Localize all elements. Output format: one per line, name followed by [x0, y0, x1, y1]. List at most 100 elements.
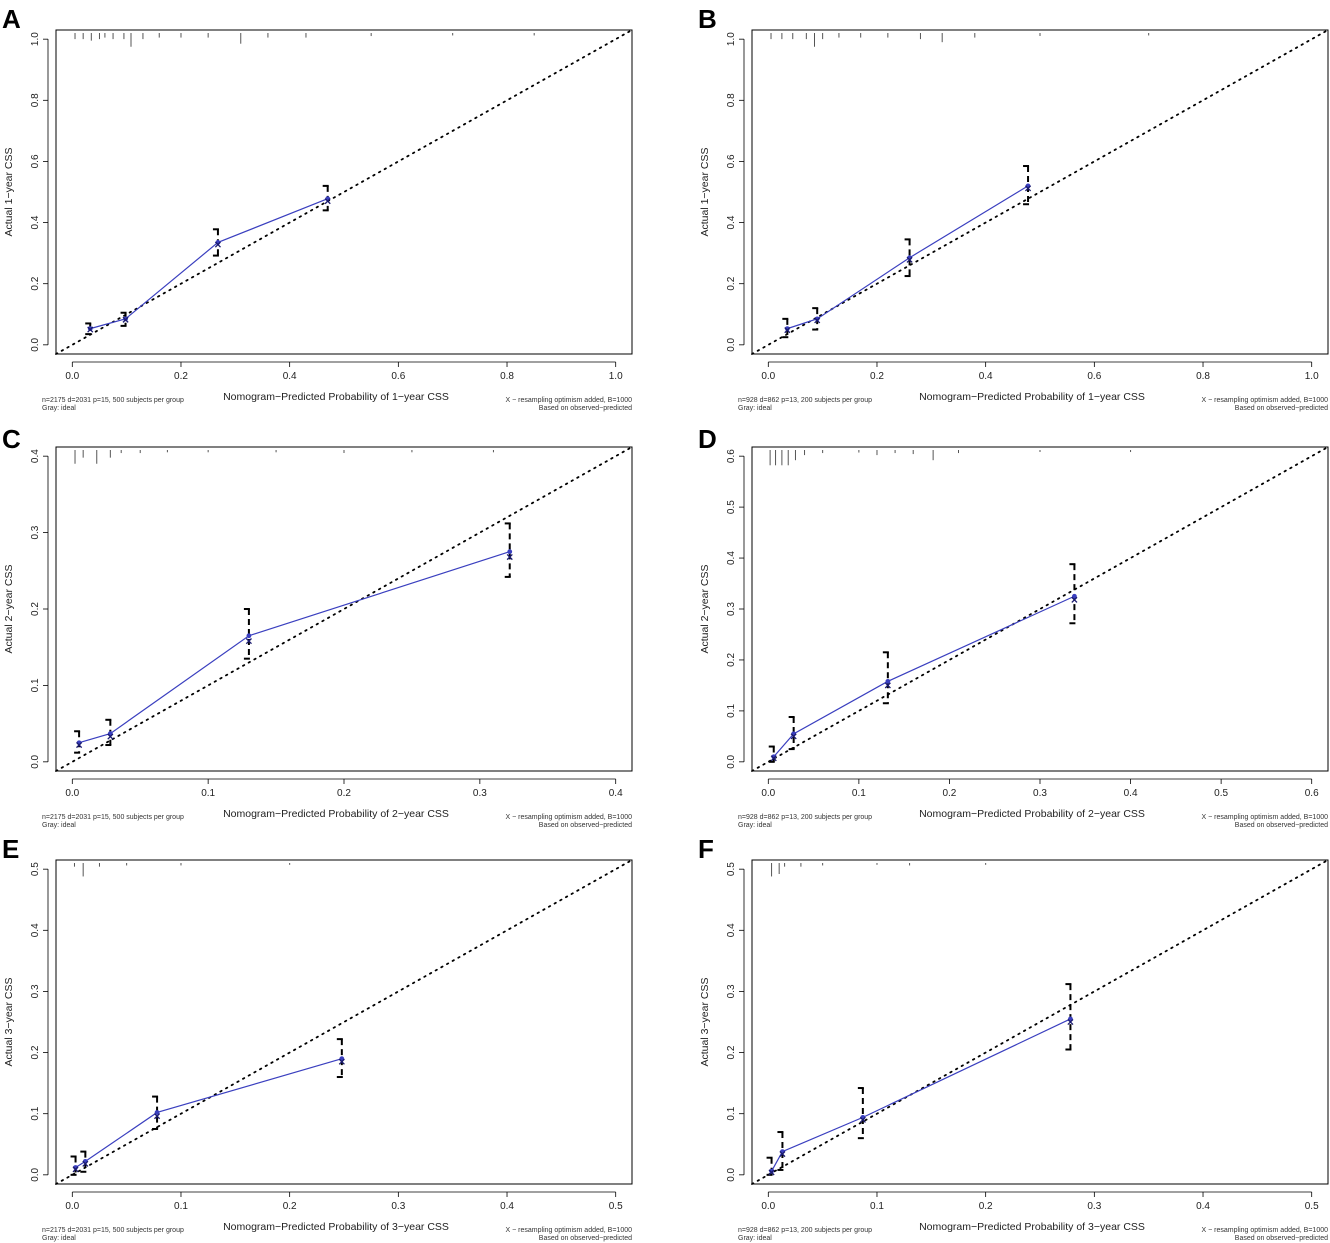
bias-corrected-x-marker — [214, 241, 221, 248]
y-axis-title: Actual 1−year CSS — [699, 147, 711, 236]
plot-frame — [55, 29, 633, 355]
x-tick-label: 0.1 — [201, 788, 215, 799]
bias-corrected-x-marker — [790, 733, 797, 740]
x-tick-label: 0.5 — [609, 1201, 623, 1212]
note-left: Gray: ideal — [738, 822, 772, 829]
x-tick-label: 0.4 — [1124, 788, 1138, 799]
note-right: Based on observed−predicted — [539, 1235, 632, 1242]
x-axis-title: Nomogram−Predicted Probability of 1−year… — [919, 391, 1145, 403]
x-axis-title: Nomogram−Predicted Probability of 3−year… — [919, 1221, 1145, 1233]
apparent-calibration-line — [75, 1058, 342, 1169]
apparent-point — [154, 1110, 160, 1115]
ideal-line — [751, 859, 1329, 1185]
note-left: n=928 d=862 p=13, 200 subjects per group — [738, 814, 872, 821]
apparent-point — [246, 633, 252, 639]
bias-corrected-x-marker — [245, 638, 252, 645]
ideal-line — [55, 446, 633, 772]
bias-corrected-x-marker — [87, 326, 94, 333]
note-left: n=2175 d=2031 p=15, 500 subjects per gro… — [42, 1227, 184, 1234]
x-tick-label: 0.6 — [1305, 788, 1319, 799]
plot-frame — [55, 859, 633, 1185]
x-tick-label: 0.0 — [761, 788, 775, 799]
x-axis-title: Nomogram−Predicted Probability of 2−year… — [223, 808, 449, 820]
y-tick-label: 0.6 — [726, 154, 737, 168]
note-left: Gray: ideal — [738, 405, 772, 412]
y-tick-label: 0.5 — [726, 500, 737, 514]
x-tick-label: 0.0 — [761, 371, 775, 382]
bias-corrected-x-marker — [122, 316, 129, 323]
x-tick-label: 0.0 — [761, 1201, 775, 1212]
y-axis-title: Actual 3−year CSS — [699, 977, 711, 1066]
apparent-point — [885, 678, 891, 684]
y-tick-label: 0.0 — [726, 1167, 737, 1181]
note-right: X − resampling optimism added, B=1000 — [1202, 397, 1329, 404]
panel-label: B — [698, 4, 717, 34]
note-left: n=928 d=862 p=13, 200 subjects per group — [738, 397, 872, 404]
panel-label: A — [2, 4, 21, 34]
bias-corrected-x-marker — [770, 755, 777, 762]
y-axis-title: Actual 2−year CSS — [3, 564, 15, 653]
plot-frame — [751, 29, 1329, 355]
y-tick-label: 0.1 — [30, 678, 41, 692]
y-tick-label: 0.1 — [726, 1106, 737, 1120]
x-axis-title: Nomogram−Predicted Probability of 3−year… — [223, 1221, 449, 1233]
x-axis-title: Nomogram−Predicted Probability of 1−year… — [223, 391, 449, 403]
x-tick-label: 0.2 — [870, 371, 884, 382]
x-tick-label: 0.8 — [1196, 371, 1210, 382]
y-tick-label: 0.0 — [30, 1167, 41, 1181]
note-left: n=2175 d=2031 p=15, 500 subjects per gro… — [42, 814, 184, 821]
note-right: Based on observed−predicted — [1235, 1235, 1328, 1242]
y-tick-label: 0.4 — [726, 215, 737, 229]
plot-frame — [55, 446, 633, 772]
y-tick-label: 0.5 — [726, 862, 737, 876]
y-tick-label: 0.2 — [726, 1045, 737, 1059]
panel-label: E — [2, 834, 19, 864]
y-tick-label: 0.3 — [726, 602, 737, 616]
bias-corrected-x-marker — [768, 1169, 775, 1176]
y-tick-label: 0.0 — [30, 337, 41, 351]
x-tick-label: 0.0 — [65, 371, 79, 382]
x-tick-label: 0.2 — [174, 371, 188, 382]
y-tick-label: 0.8 — [30, 93, 41, 107]
y-tick-label: 0.3 — [30, 984, 41, 998]
note-left: Gray: ideal — [42, 822, 76, 829]
bias-corrected-x-marker — [324, 198, 331, 205]
x-tick-label: 0.1 — [174, 1201, 188, 1212]
y-tick-label: 0.3 — [726, 984, 737, 998]
x-tick-label: 0.3 — [473, 788, 487, 799]
calibration-panel-b: B 0.0 0.2 0.4 0.6 0.8 1.0 0.0 0.2 0.4 0.6 0.8 1.0 Nom… — [698, 4, 1329, 412]
note-right: X − resampling optimism added, B=1000 — [1202, 814, 1329, 821]
bias-corrected-x-marker — [1024, 185, 1032, 192]
bias-corrected-x-marker — [154, 1113, 161, 1120]
bias-corrected-x-marker — [338, 1058, 345, 1065]
x-tick-label: 0.0 — [65, 788, 79, 799]
x-tick-label: 0.2 — [337, 788, 351, 799]
note-right: X − resampling optimism added, B=1000 — [506, 397, 633, 404]
y-tick-label: 0.4 — [30, 923, 41, 937]
y-tick-label: 0.0 — [30, 754, 41, 768]
x-tick-label: 0.2 — [942, 788, 956, 799]
apparent-point — [507, 549, 513, 555]
ideal-line — [55, 859, 633, 1185]
y-tick-label: 0.2 — [30, 276, 41, 290]
panel-label: D — [698, 424, 717, 454]
bias-corrected-x-marker — [72, 1166, 79, 1173]
calibration-panel-c: C 0.0 0.1 0.2 0.3 0.4 0.0 0.1 0.2 0.3 0.4 Nomogram−… — [2, 424, 633, 829]
note-left: Gray: ideal — [42, 405, 76, 412]
x-tick-label: 0.4 — [979, 371, 993, 382]
ideal-line — [751, 29, 1329, 355]
x-tick-label: 0.4 — [283, 371, 297, 382]
note-left: Gray: ideal — [738, 1235, 772, 1242]
y-axis-title: Actual 1−year CSS — [3, 147, 15, 236]
bias-corrected-x-marker — [784, 327, 791, 334]
x-tick-label: 0.1 — [870, 1201, 884, 1212]
apparent-calibration-line — [771, 1018, 1071, 1172]
x-tick-label: 1.0 — [609, 371, 623, 382]
bias-corrected-x-marker — [884, 682, 891, 689]
x-tick-label: 1.0 — [1305, 371, 1319, 382]
note-right: Based on observed−predicted — [539, 822, 632, 829]
x-tick-label: 0.4 — [500, 1201, 514, 1212]
y-tick-label: 0.3 — [30, 525, 41, 539]
y-tick-label: 0.4 — [726, 923, 737, 937]
